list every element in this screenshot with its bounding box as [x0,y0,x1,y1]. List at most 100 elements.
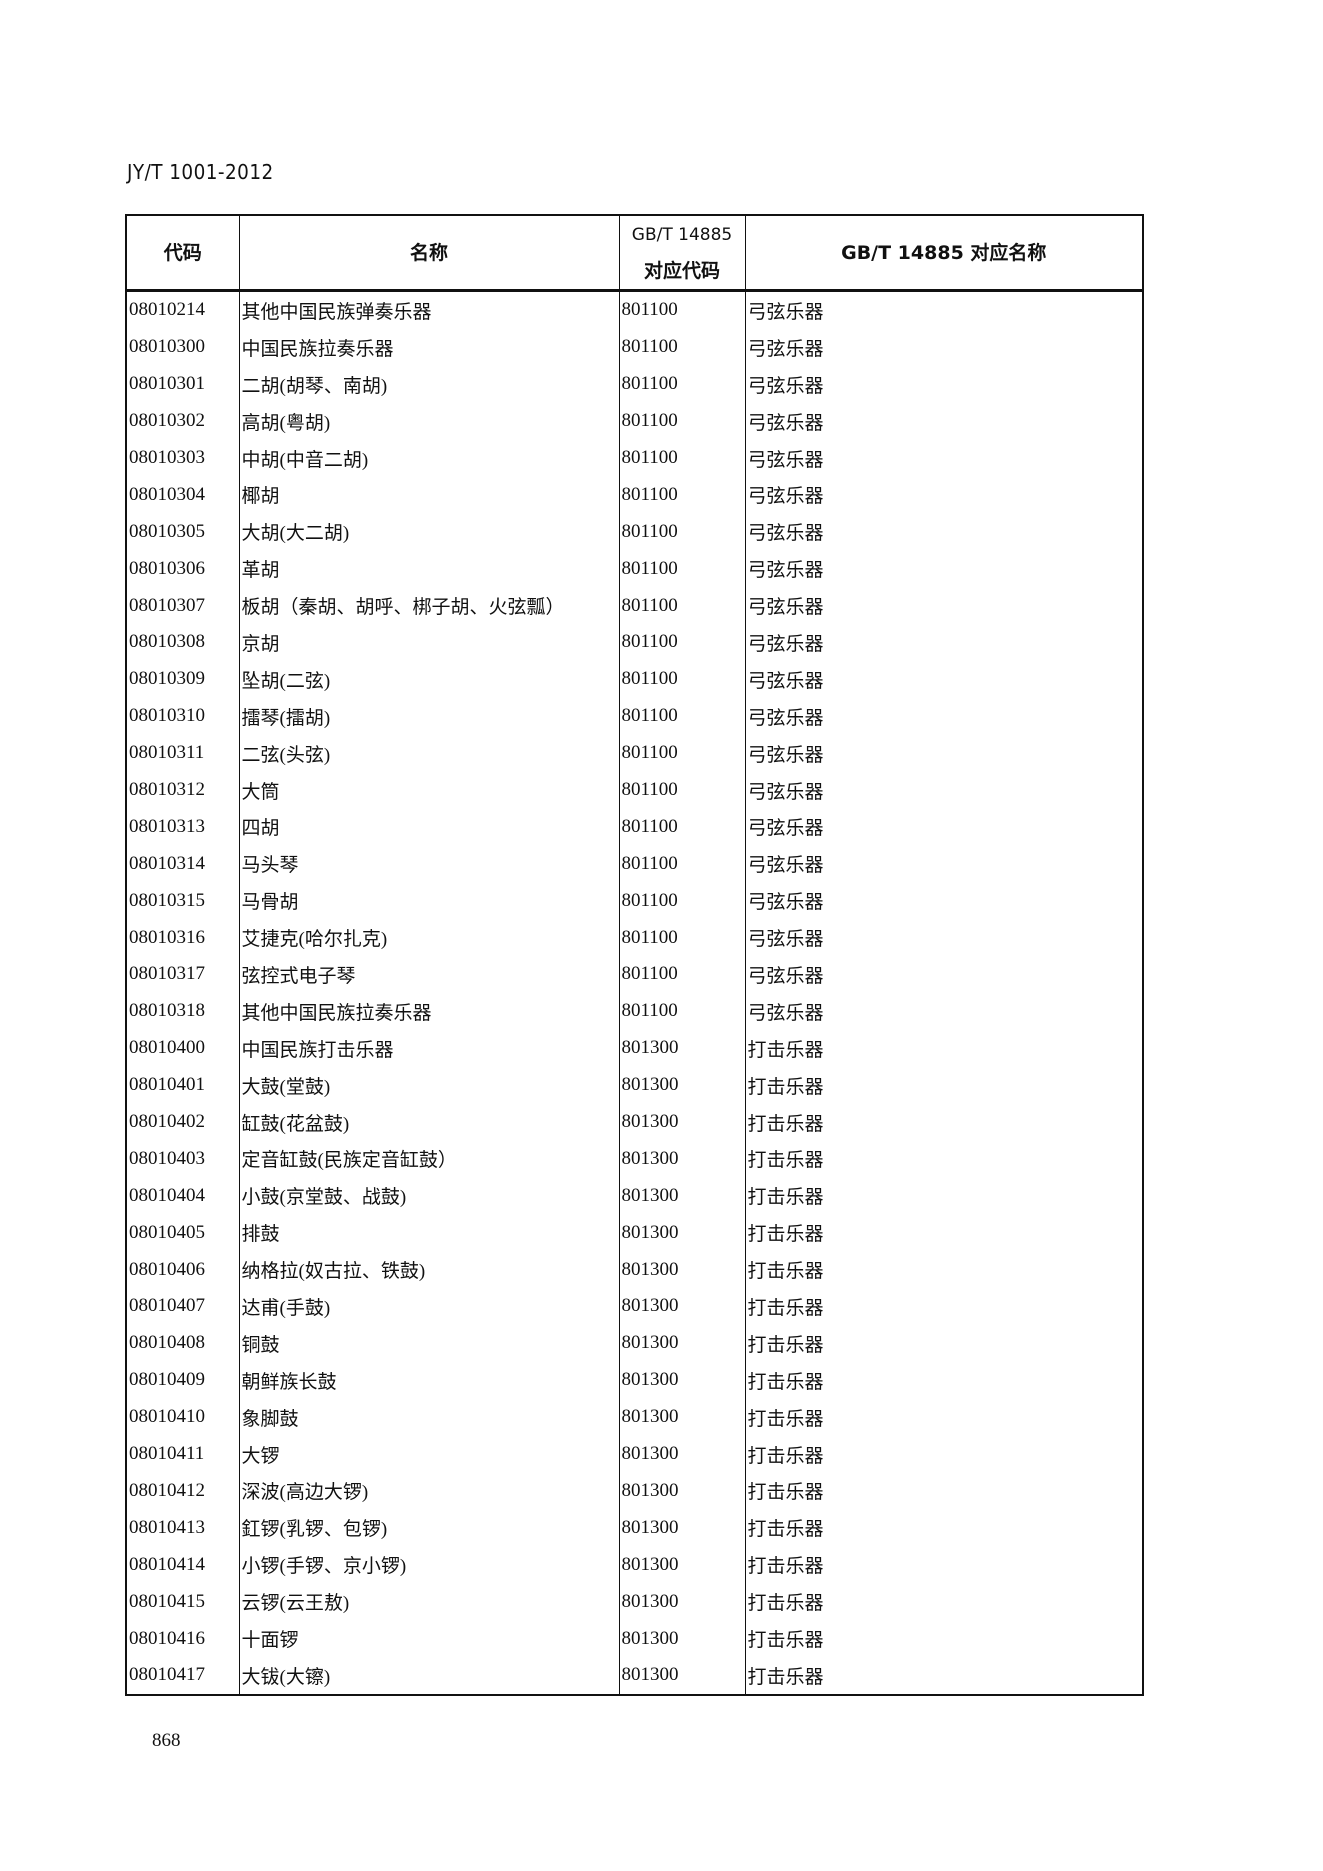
table-row: 08010317 弦控式电子琴 801100 弓弦乐器 [125,956,1144,993]
cell-code: 08010309 [125,660,240,698]
table-row: 08010415 云锣(云王敖) 801300 打击乐器 [125,1583,1144,1621]
cell-name: 擂琴(擂胡) [238,697,620,735]
table-row: 08010406 纳格拉(奴古拉、铁鼓) 801300 打击乐器 [125,1251,1144,1289]
cell-gb-code: 801100 [618,513,746,551]
cell-code: 08010407 [125,1288,240,1325]
cell-gb-code: 801100 [618,845,746,883]
cell-gb-code: 801100 [618,956,746,993]
table-row: 08010409 朝鲜族长鼓 801300 打击乐器 [125,1361,1144,1399]
header-gb-code: GB/T 14885 对应代码 [618,214,746,292]
table-row: 08010214 其他中国民族弹奏乐器 801100 弓弦乐器 [125,290,1144,329]
cell-gb-name: 弓弦乐器 [744,439,1144,477]
header-gb-name: GB/T 14885 对应名称 [744,214,1144,292]
table-row: 08010401 大鼓(堂鼓) 801300 打击乐器 [125,1066,1144,1104]
table-row: 08010316 艾捷克(哈尔扎克) 801100 弓弦乐器 [125,919,1144,957]
cell-code: 08010416 [125,1620,240,1657]
cell-code: 08010314 [125,845,240,883]
cell-gb-name: 打击乐器 [744,1583,1144,1621]
cell-gb-name: 弓弦乐器 [744,882,1144,920]
cell-gb-name: 弓弦乐器 [744,697,1144,735]
header-gb-code-line2: 对应代码 [643,260,720,282]
cell-gb-name: 打击乐器 [744,1251,1144,1289]
cell-gb-code: 801100 [618,587,746,625]
table-row: 08010315 马骨胡 801100 弓弦乐器 [125,882,1144,920]
cell-gb-code: 801100 [618,697,746,735]
cell-gb-name: 打击乐器 [744,1361,1144,1399]
cell-gb-code: 801100 [618,439,746,477]
cell-name: 坠胡(二弦) [238,660,620,698]
table-row: 08010403 定音缸鼓(民族定音缸鼓） 801300 打击乐器 [125,1140,1144,1178]
cell-code: 08010308 [125,624,240,661]
cell-gb-name: 弓弦乐器 [744,771,1144,809]
cell-name: 马骨胡 [238,882,620,920]
table-row: 08010303 中胡(中音二胡) 801100 弓弦乐器 [125,439,1144,477]
cell-gb-code: 801300 [618,1472,746,1510]
cell-gb-name: 弓弦乐器 [744,845,1144,883]
cell-gb-code: 801100 [618,365,746,403]
table-row: 08010417 大钹(大镲) 801300 打击乐器 [125,1656,1144,1695]
header-code: 代码 [125,214,240,292]
cell-name: 二弦(头弦) [238,734,620,772]
cell-gb-code: 801100 [618,402,746,440]
cell-name: 十面锣 [238,1620,620,1657]
cell-name: 大筒 [238,771,620,809]
cell-gb-code: 801300 [618,1361,746,1399]
cell-gb-code: 801300 [618,1140,746,1178]
table-row: 08010416 十面锣 801300 打击乐器 [125,1620,1144,1657]
table-row: 08010306 革胡 801100 弓弦乐器 [125,550,1144,588]
cell-name: 小鼓(京堂鼓、战鼓) [238,1177,620,1215]
cell-code: 08010305 [125,513,240,551]
table-row: 08010402 缸鼓(花盆鼓) 801300 打击乐器 [125,1103,1144,1141]
cell-gb-name: 弓弦乐器 [744,290,1144,329]
cell-code: 08010302 [125,402,240,440]
cell-gb-name: 打击乐器 [744,1324,1144,1362]
cell-gb-code: 801100 [618,550,746,588]
table-row: 08010414 小锣(手锣、京小锣) 801300 打击乐器 [125,1546,1144,1584]
cell-gb-code: 801100 [618,771,746,809]
cell-gb-code: 801100 [618,624,746,661]
cell-name: 小锣(手锣、京小锣) [238,1546,620,1584]
cell-gb-name: 打击乐器 [744,1066,1144,1104]
cell-name: 中国民族拉奏乐器 [238,328,620,366]
page-number: 868 [152,1730,181,1751]
cell-code: 08010405 [125,1214,240,1252]
cell-name: 排鼓 [238,1214,620,1252]
cell-gb-code: 801300 [618,1103,746,1141]
table-row: 08010408 铜鼓 801300 打击乐器 [125,1324,1144,1362]
cell-code: 08010404 [125,1177,240,1215]
cell-code: 08010411 [125,1435,240,1473]
cell-name: 象脚鼓 [238,1398,620,1436]
cell-gb-name: 弓弦乐器 [744,734,1144,772]
cell-name: 中胡(中音二胡) [238,439,620,477]
cell-gb-name: 打击乐器 [744,1509,1144,1547]
table-row: 08010300 中国民族拉奏乐器 801100 弓弦乐器 [125,328,1144,366]
cell-name: 二胡(胡琴、南胡) [238,365,620,403]
cell-name: 中国民族打击乐器 [238,1029,620,1067]
cell-name: 大胡(大二胡) [238,513,620,551]
cell-gb-code: 801300 [618,1509,746,1547]
cell-name: 四胡 [238,808,620,846]
cell-name: 深波(高边大锣) [238,1472,620,1510]
cell-name: 大锣 [238,1435,620,1473]
table-row: 08010302 高胡(粤胡) 801100 弓弦乐器 [125,402,1144,440]
cell-name: 云锣(云王敖) [238,1583,620,1621]
cell-gb-name: 弓弦乐器 [744,992,1144,1030]
cell-gb-name: 打击乐器 [744,1435,1144,1473]
table-row: 08010407 达甫(手鼓) 801300 打击乐器 [125,1288,1144,1325]
cell-code: 08010401 [125,1066,240,1104]
cell-code: 08010306 [125,550,240,588]
cell-gb-code: 801300 [618,1177,746,1215]
cell-gb-code: 801300 [618,1620,746,1657]
cell-code: 08010415 [125,1583,240,1621]
cell-code: 08010412 [125,1472,240,1510]
cell-gb-name: 弓弦乐器 [744,550,1144,588]
cell-gb-code: 801100 [618,290,746,329]
cell-gb-code: 801300 [618,1029,746,1067]
cell-gb-name: 打击乐器 [744,1620,1144,1657]
table-row: 08010304 椰胡 801100 弓弦乐器 [125,476,1144,514]
table-row: 08010305 大胡(大二胡) 801100 弓弦乐器 [125,513,1144,551]
cell-code: 08010312 [125,771,240,809]
cell-gb-name: 打击乐器 [744,1103,1144,1141]
cell-gb-name: 打击乐器 [744,1029,1144,1067]
cell-code: 08010313 [125,808,240,846]
